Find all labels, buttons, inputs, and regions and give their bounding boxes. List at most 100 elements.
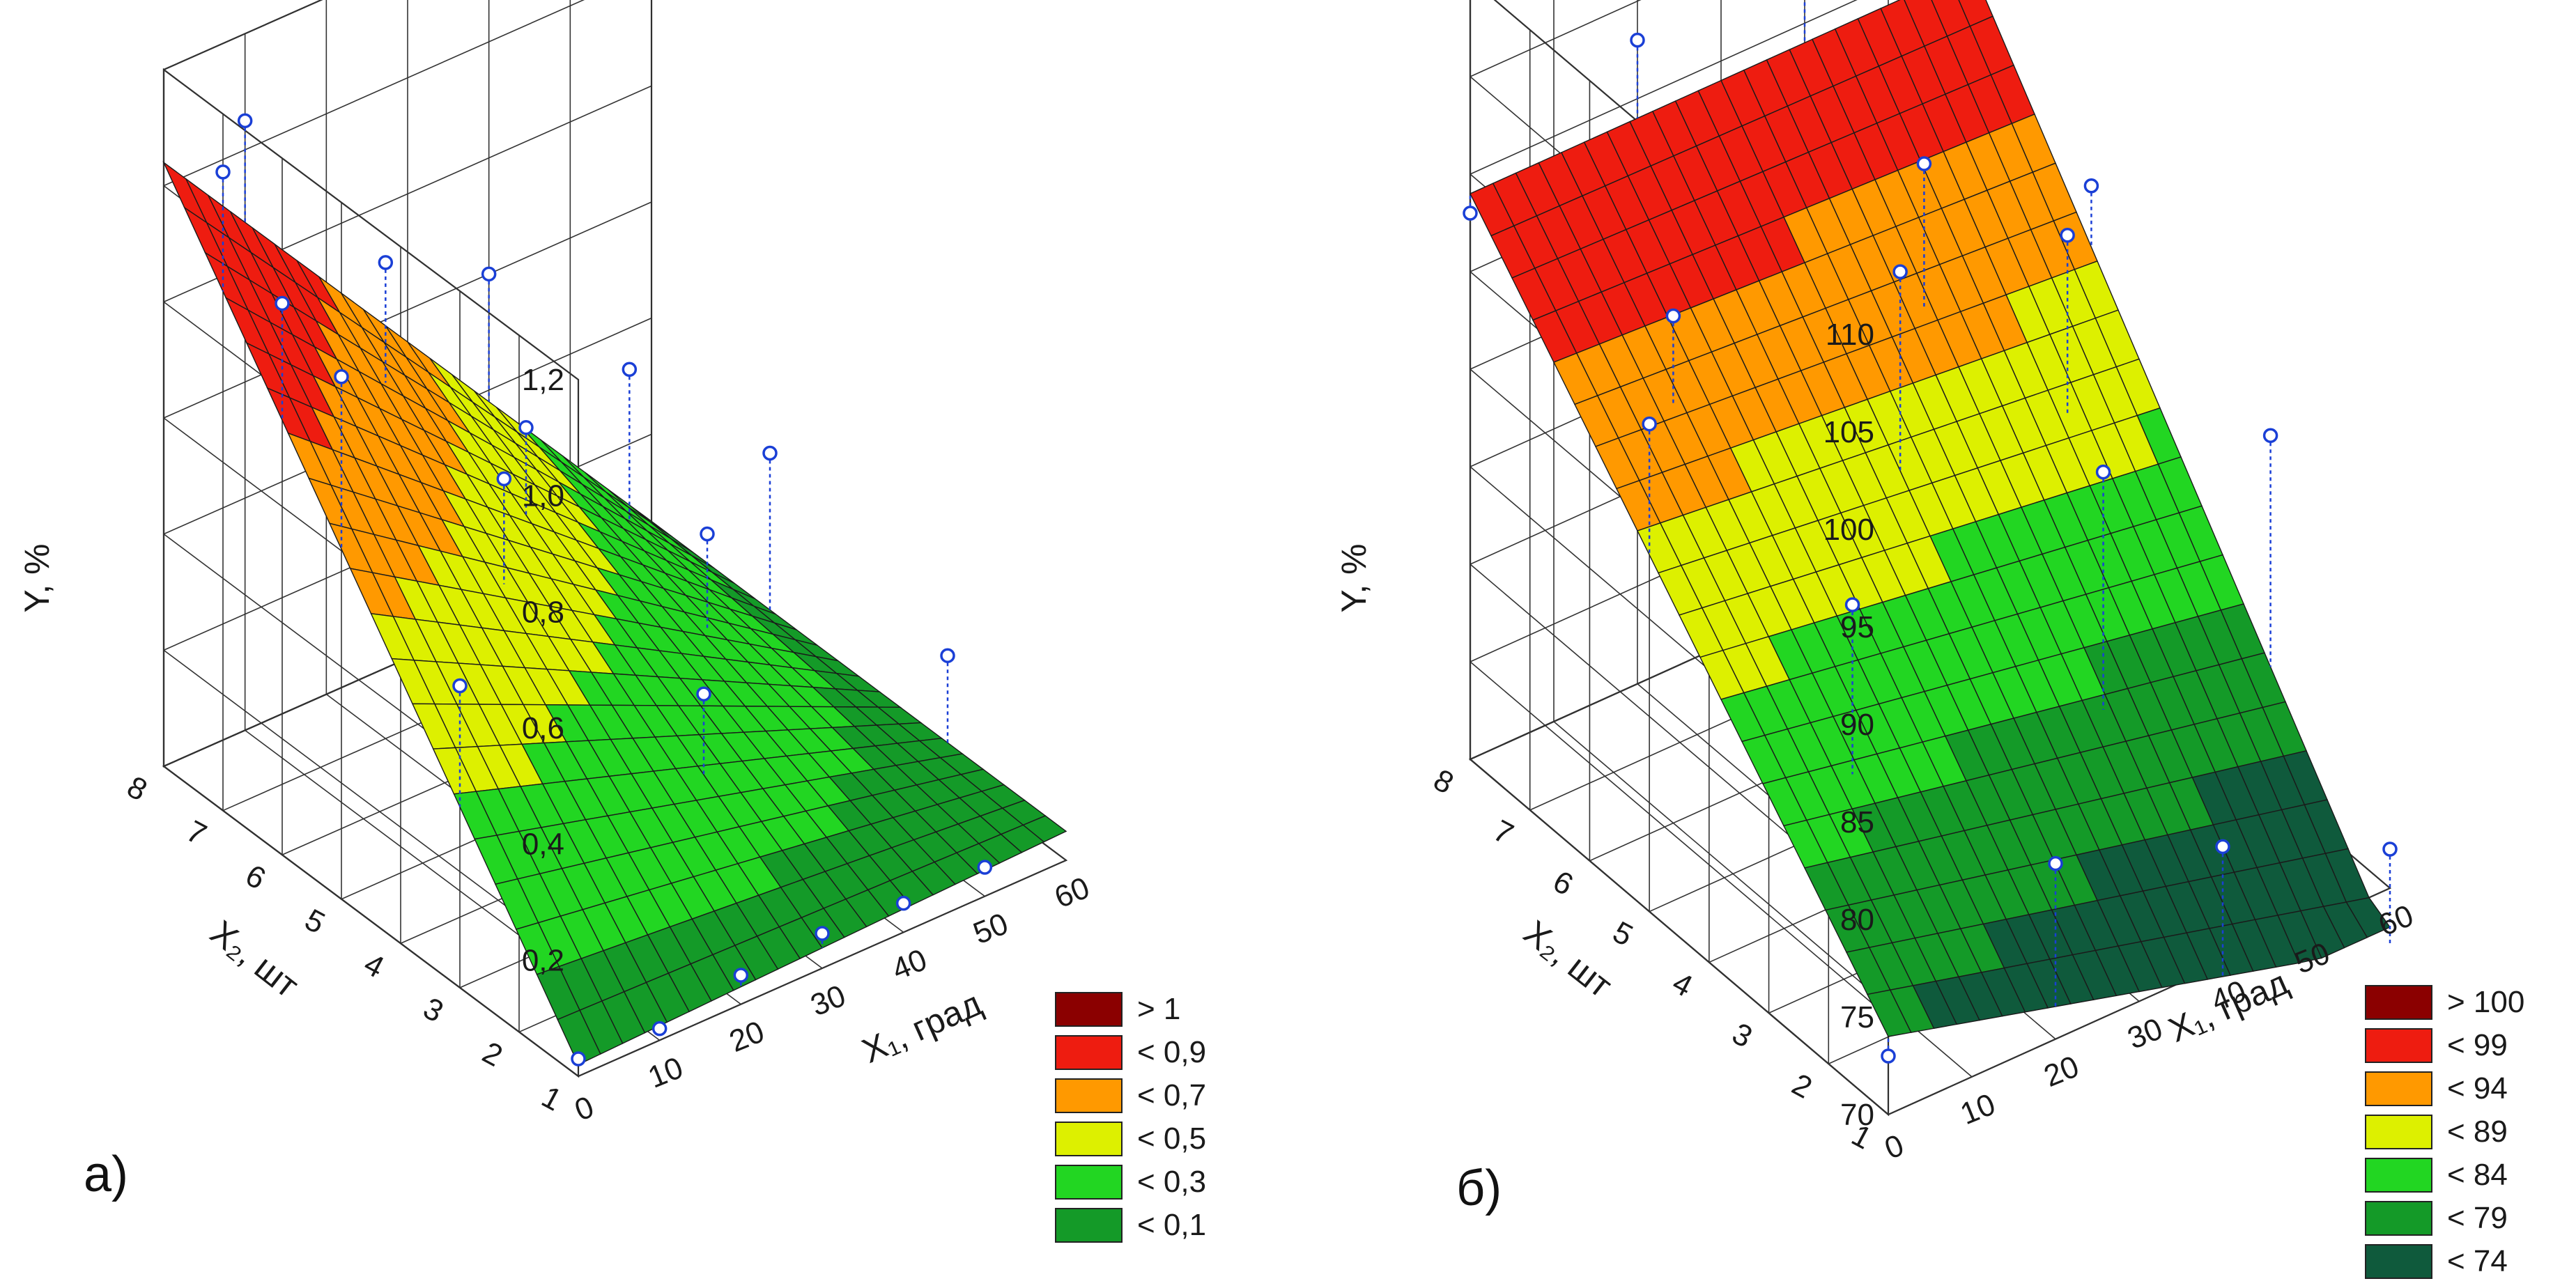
x-tick-label: 40 bbox=[887, 942, 932, 987]
legend-label: < 79 bbox=[2447, 1201, 2508, 1235]
surface-panel-2: 0102030405060123456787075808590951001051… bbox=[1334, 0, 2524, 1279]
y-tick-label: 3 bbox=[417, 991, 449, 1030]
data-point bbox=[1642, 416, 1657, 432]
x-axis-title: X₁, град bbox=[856, 984, 987, 1071]
data-point bbox=[1892, 264, 1908, 279]
y-tick-label: 2 bbox=[477, 1035, 508, 1073]
z-tick-label: 1,0 bbox=[522, 479, 564, 513]
data-point bbox=[275, 295, 290, 311]
z-axis-title: Y, % bbox=[17, 543, 56, 612]
z-tick-label: 80 bbox=[1840, 903, 1874, 937]
data-point bbox=[733, 968, 749, 983]
legend-label: > 100 bbox=[2447, 985, 2524, 1019]
z-tick-label: 95 bbox=[1840, 610, 1874, 644]
left-wall-gridline bbox=[1470, 661, 1889, 1018]
z-tick-label: 75 bbox=[1840, 1000, 1874, 1034]
data-point bbox=[2060, 227, 2075, 243]
legend-swatch bbox=[1055, 1165, 1123, 1200]
x-tick-label: 30 bbox=[806, 979, 851, 1023]
legend-swatch bbox=[2365, 1071, 2432, 1106]
z-tick-label: 105 bbox=[1823, 415, 1874, 449]
back-wall-gridline bbox=[163, 0, 323, 70]
data-point bbox=[2215, 839, 2230, 855]
legend-swatch bbox=[1055, 1122, 1123, 1156]
data-point bbox=[571, 1051, 586, 1066]
data-point bbox=[2262, 428, 2278, 444]
legend-swatch bbox=[2365, 1115, 2432, 1149]
z-tick-label: 90 bbox=[1840, 708, 1874, 742]
back-wall-gridline bbox=[1470, 0, 1858, 175]
y-tick-label: 4 bbox=[1667, 965, 1698, 1004]
panel-label: б) bbox=[1456, 1161, 1502, 1216]
x-tick-label: 60 bbox=[2374, 899, 2419, 943]
data-point bbox=[2095, 464, 2111, 480]
panel-label: а) bbox=[84, 1147, 128, 1202]
legend-label: < 0,1 bbox=[1137, 1208, 1206, 1242]
legend-swatch bbox=[1055, 992, 1123, 1027]
data-point bbox=[2083, 178, 2099, 194]
data-point bbox=[1916, 156, 1932, 171]
data-point bbox=[1665, 308, 1681, 324]
legend-swatch bbox=[2365, 1158, 2432, 1193]
legend-swatch bbox=[1055, 1078, 1123, 1113]
x-tick-label: 10 bbox=[643, 1050, 688, 1095]
data-point bbox=[452, 678, 468, 694]
x-tick-label: 10 bbox=[1956, 1087, 2000, 1132]
legend-label: < 0,7 bbox=[1137, 1078, 1206, 1112]
z-tick-label: 0,8 bbox=[522, 595, 564, 629]
data-point bbox=[651, 1021, 668, 1037]
x-tick-label: 0 bbox=[1880, 1128, 1908, 1166]
legend-label: > 1 bbox=[1137, 992, 1180, 1026]
x-tick-label: 50 bbox=[969, 906, 1013, 951]
surface-mesh bbox=[162, 161, 1067, 1066]
data-point bbox=[815, 926, 830, 941]
y-tick-label: 7 bbox=[180, 814, 212, 852]
y-tick-label: 2 bbox=[1787, 1067, 1818, 1105]
left-wall-gridline bbox=[1470, 759, 1889, 1115]
y-tick-label: 5 bbox=[1607, 915, 1639, 953]
data-point bbox=[215, 164, 231, 180]
legend: > 1 < 0,9 < 0,7 < 0,5 < 0,3 < 0,1 bbox=[1055, 992, 1206, 1243]
legend-swatch bbox=[2365, 985, 2432, 1020]
z-tick-label: 85 bbox=[1840, 805, 1874, 839]
data-point bbox=[1844, 597, 1860, 612]
legend-label: < 0,3 bbox=[1137, 1165, 1206, 1199]
legend-swatch bbox=[2365, 1244, 2432, 1279]
y-tick-label: 5 bbox=[299, 903, 330, 941]
data-point bbox=[1463, 205, 1478, 221]
legend-label: < 0,5 bbox=[1137, 1122, 1206, 1156]
legend-label: < 89 bbox=[2447, 1115, 2508, 1149]
x-tick-label: 30 bbox=[2123, 1011, 2168, 1056]
y-tick-label: 7 bbox=[1488, 814, 1519, 852]
legend-swatch bbox=[2365, 1201, 2432, 1236]
legend-label: < 99 bbox=[2447, 1028, 2508, 1062]
data-point bbox=[762, 445, 778, 461]
z-tick-label: 0,6 bbox=[522, 711, 564, 745]
observed-points bbox=[1463, 0, 2398, 1064]
data-point bbox=[378, 255, 394, 270]
y-axis-title: X₂, шт bbox=[1517, 913, 1620, 1005]
z-tick-label: 100 bbox=[1823, 513, 1874, 547]
x-tick-label: 60 bbox=[1050, 871, 1095, 915]
back-wall-gridline bbox=[1470, 0, 1642, 77]
y-tick-label: 3 bbox=[1727, 1016, 1758, 1055]
x-tick-label: 20 bbox=[725, 1014, 769, 1059]
x-tick-label: 0 bbox=[570, 1089, 599, 1128]
z-tick-label: 0,4 bbox=[522, 828, 564, 862]
y-tick-label: 1 bbox=[536, 1080, 567, 1118]
legend-swatch bbox=[1055, 1035, 1123, 1070]
surface-cell bbox=[557, 1009, 601, 1066]
z-tick-label: 1,2 bbox=[522, 363, 564, 397]
legend-swatch bbox=[2365, 1028, 2432, 1063]
data-point bbox=[700, 526, 715, 542]
data-point bbox=[496, 471, 512, 487]
legend-swatch bbox=[1055, 1208, 1123, 1243]
y-tick-label: 6 bbox=[1548, 864, 1579, 903]
legend-label: < 0,9 bbox=[1137, 1035, 1206, 1069]
floor-gridline bbox=[578, 860, 1067, 1077]
y-tick-label: 4 bbox=[358, 947, 390, 985]
x-tick-label: 20 bbox=[2039, 1049, 2084, 1094]
legend-label: < 94 bbox=[2447, 1071, 2508, 1105]
data-point bbox=[622, 362, 638, 377]
